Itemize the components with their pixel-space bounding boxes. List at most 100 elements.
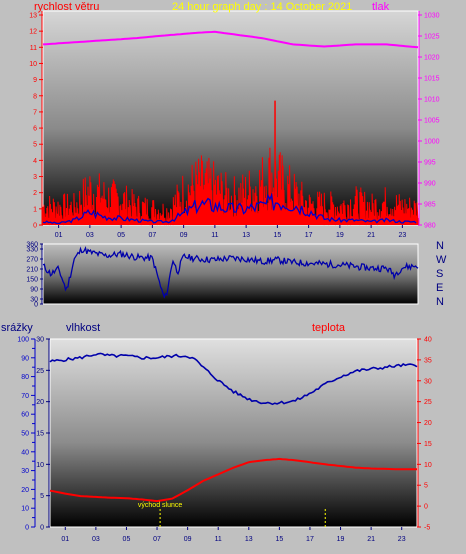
wind-plot-area [42, 10, 419, 226]
rain-tick-label: 100 [17, 337, 29, 344]
pressure-axis-title: tlak [372, 1, 390, 13]
x-tick-label: 05 [123, 536, 131, 543]
direction-tick-label: 150 [26, 277, 38, 284]
humidity-tick-label: 20 [36, 399, 44, 406]
temperature-tick-label: 0 [424, 504, 428, 511]
rain-tick-label: 50 [21, 431, 29, 438]
x-tick-label: 23 [398, 232, 406, 239]
pressure-tick-label: 1025 [424, 34, 440, 41]
rain-tick-label: 30 [21, 468, 29, 475]
wind-tick-label: 12 [29, 29, 37, 36]
x-tick-label: 13 [245, 536, 253, 543]
pressure-tick-label: 1020 [424, 55, 440, 62]
wind-tick-label: 2 [33, 190, 37, 197]
wind-tick-label: 10 [29, 61, 37, 68]
temperature-tick-label: 10 [424, 462, 432, 469]
rain-tick-label: 0 [25, 525, 29, 532]
wind-tick-label: 9 [33, 77, 37, 84]
humidity-axis-title: vlhkost [66, 322, 100, 334]
humidity-tick-label: 25 [36, 368, 44, 375]
wind-gust-series [42, 147, 419, 226]
humidity-series [49, 352, 418, 406]
humidity-tick-label: 5 [40, 493, 44, 500]
pressure-tick-label: 1030 [424, 13, 440, 20]
pressure-series [42, 30, 419, 49]
rain-tick-label: 40 [21, 449, 29, 456]
wind-axis-title: rychlost větru [34, 1, 99, 13]
x-tick-label: 01 [55, 232, 63, 239]
wind-tick-label: 7 [33, 109, 37, 116]
x-tick-label: 17 [305, 232, 313, 239]
x-tick-label: 11 [211, 232, 218, 239]
humidity-tick-label: 10 [36, 462, 44, 469]
x-tick-label: 05 [117, 232, 125, 239]
x-tick-label: 13 [242, 232, 250, 239]
humidity-plot-area [49, 338, 418, 528]
temperature-axis-title: teplota [312, 322, 346, 334]
rain-tick-label: 70 [21, 393, 29, 400]
x-tick-label: 23 [398, 536, 406, 543]
x-tick-label: 17 [306, 536, 314, 543]
direction-tick-label: 90 [30, 287, 38, 294]
wind-average-series [42, 192, 417, 225]
temperature-tick-label: 20 [424, 420, 432, 427]
wind-tick-label: 3 [33, 174, 37, 181]
rain-tick-label: 60 [21, 412, 29, 419]
rain-tick-label: 80 [21, 374, 29, 381]
pressure-tick-label: 985 [424, 202, 436, 209]
graph-title: 24 hour graph day : 14 October 2021 [172, 1, 352, 13]
direction-tick-label: 360 [26, 242, 38, 249]
pressure-tick-label: 1010 [424, 97, 440, 104]
x-tick-label: 07 [148, 232, 156, 239]
x-tick-label: 07 [153, 536, 161, 543]
direction-compass-label: W [436, 254, 447, 266]
pressure-tick-label: 995 [424, 160, 436, 167]
x-tick-label: 11 [215, 536, 222, 543]
temperature-tick-label: 30 [424, 378, 432, 385]
pressure-tick-label: 980 [424, 223, 436, 230]
humidity-tick-label: 30 [36, 337, 44, 344]
wind-tick-label: 0 [33, 223, 37, 230]
temperature-tick-label: -5 [424, 525, 430, 532]
rain-axis-title: srážky [1, 322, 33, 334]
direction-tick-label: 210 [26, 267, 38, 274]
humidity-tick-label: 15 [36, 431, 44, 438]
x-tick-label: 19 [337, 536, 345, 543]
x-tick-label: 21 [367, 232, 375, 239]
direction-compass-label: N [436, 240, 444, 252]
direction-tick-label: 330 [26, 247, 38, 254]
x-tick-label: 19 [336, 232, 344, 239]
x-tick-label: 01 [61, 536, 69, 543]
temperature-series [49, 457, 417, 503]
wind-tick-label: 8 [33, 93, 37, 100]
wind-tick-label: 4 [33, 158, 37, 165]
rain-tick-label: 90 [21, 355, 29, 362]
x-tick-label: 15 [275, 536, 283, 543]
x-tick-label: 21 [367, 536, 375, 543]
temperature-tick-label: 5 [424, 483, 428, 490]
temperature-tick-label: 40 [424, 337, 432, 344]
x-tick-label: 09 [184, 536, 192, 543]
humidity-tick-label: 0 [40, 525, 44, 532]
temperature-tick-label: 35 [424, 357, 432, 364]
wind-direction-series [42, 245, 419, 299]
pressure-tick-label: 1005 [424, 118, 440, 125]
direction-tick-label: 270 [26, 257, 38, 264]
wind-tick-label: 13 [29, 13, 37, 20]
direction-tick-label: 30 [30, 297, 38, 304]
temperature-tick-label: 25 [424, 399, 432, 406]
wind-tick-label: 5 [33, 142, 37, 149]
direction-tick-label: 0 [34, 302, 38, 309]
x-tick-label: 03 [86, 232, 94, 239]
x-tick-label: 03 [92, 536, 100, 543]
wind-tick-label: 1 [33, 206, 37, 213]
pressure-tick-label: 990 [424, 181, 436, 188]
rain-tick-label: 10 [21, 506, 29, 513]
x-tick-label: 15 [273, 232, 281, 239]
pressure-tick-label: 1015 [424, 76, 440, 83]
pressure-tick-label: 1000 [424, 139, 440, 146]
wind-tick-label: 11 [30, 45, 37, 52]
rain-tick-label: 20 [21, 487, 29, 494]
